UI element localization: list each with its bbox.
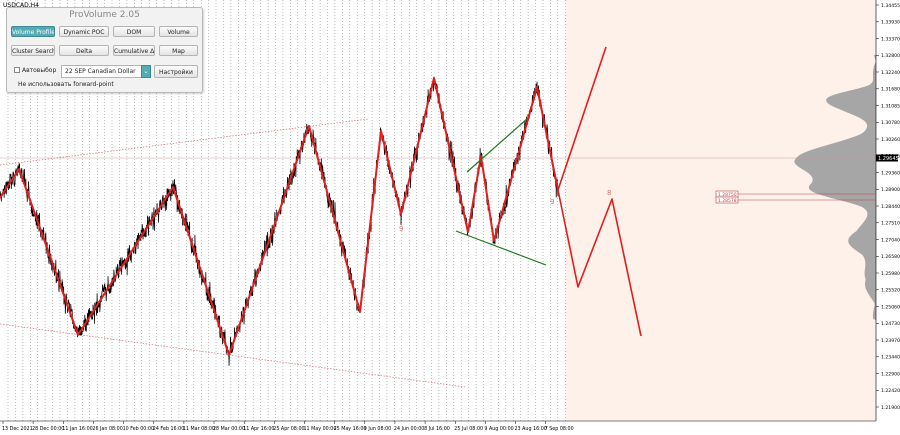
price-tick-label: 1.28900: [881, 187, 900, 193]
time-tick-label: 26 Jan 08:00: [92, 426, 122, 432]
current-price-tag: [876, 154, 898, 162]
time-tick-label: 11 Jan 16:00: [62, 426, 92, 432]
time-tick-label: 11 Apr 16:00: [243, 426, 274, 432]
wave-zigzag: [0, 77, 559, 356]
time-tick-label: 23 Aug 16:00: [515, 426, 547, 432]
volume-button[interactable]: Volume: [159, 26, 198, 37]
time-tick-label: 28 Mar 00:00: [213, 426, 245, 432]
volume-profile-shape: [794, 55, 876, 320]
delta-button[interactable]: Delta: [59, 45, 109, 56]
instrument-select[interactable]: 22 SEP Canadian Dollar: [61, 65, 151, 78]
panel-title[interactable]: ProVolume 2.05: [69, 10, 140, 20]
time-tick-label: 11 May 00:00: [304, 426, 337, 432]
price-tick-label: 1.23970: [881, 338, 900, 344]
price-tick-label: 1.25060: [881, 304, 900, 310]
price-tick-label: 1.27510: [881, 221, 900, 227]
price-tick-label: 1.33370: [881, 36, 900, 42]
price-tick-label: 1.22900: [881, 371, 900, 377]
symbol-label: USDCAD,H4: [3, 2, 39, 9]
time-tick-label: 8 Jul 16:00: [424, 426, 450, 432]
time-tick-label: 25 Apr 08:00: [273, 426, 304, 432]
time-tick-label: 9 Aug 00:00: [484, 426, 513, 432]
time-tick-label: 24 Feb 16:00: [153, 426, 184, 432]
price-tick-label: 1.25980: [881, 271, 900, 277]
trendline-lower-green: [455, 230, 547, 266]
time-tick-label: 28 Dec 00:00: [32, 426, 64, 432]
time-tick-label: 11 Mar 08:00: [183, 426, 215, 432]
marked-price-box-2[interactable]: [715, 196, 739, 204]
trendline-upper-green: [466, 117, 529, 173]
forecast-up-line: [557, 46, 607, 191]
cumulative-delta-button[interactable]: Cumulative Δ: [113, 45, 155, 56]
forecast-area: [566, 0, 876, 421]
price-tick-label: 1.26580: [881, 254, 900, 260]
wave-label-3: 8: [607, 189, 611, 197]
price-tick-label: 1.22420: [881, 388, 900, 394]
price-tick-label: 1.32240: [881, 70, 900, 76]
price-tick-label: 1.34455: [881, 3, 900, 9]
time-tick-label: 24 Jun 00:00: [394, 426, 424, 432]
price-tick-label: 1.24730: [881, 321, 900, 327]
current-price-label: 1.29645: [878, 156, 899, 162]
wave-label-1: 9: [399, 225, 403, 233]
price-tick-label: 1.25520: [881, 288, 900, 294]
time-tick-label: 25 Jul 08:00: [454, 426, 483, 432]
cluster-search-button[interactable]: Cluster Search: [11, 45, 55, 56]
auto-select-checkbox[interactable]: [14, 67, 20, 73]
price-tick-label: 1.30780: [881, 120, 900, 126]
time-tick-label: 13 Dec 2021: [2, 426, 33, 432]
price-tick-label: 1.32800: [881, 53, 900, 59]
price-tick-label: 1.21900: [881, 405, 900, 411]
price-tick-label: 1.29360: [881, 170, 900, 176]
marked-price-label-1: 1.28750: [718, 192, 737, 198]
price-tick-label: 1.23440: [881, 355, 900, 361]
chevron-down-icon[interactable]: ⌄: [141, 65, 151, 78]
time-tick-label: 25 May 16:00: [334, 426, 367, 432]
volume-profile-button[interactable]: Volume Profile: [11, 26, 55, 37]
price-tick-label: 1.33930: [881, 20, 900, 26]
price-tick-label: 1.27040: [881, 237, 900, 243]
time-tick-label: 10 Feb 00:00: [123, 426, 154, 432]
dom-button[interactable]: DOM: [113, 26, 155, 37]
price-tick-label: 1.30260: [881, 137, 900, 143]
price-tick-label: 1.31680: [881, 87, 900, 93]
provolume-panel: ProVolume 2.05 Volume Profile Dynamic PO…: [6, 7, 203, 93]
volume-profile: [794, 55, 876, 320]
auto-select-label: Автовыбор: [22, 67, 57, 74]
price-tick-label: 1.28440: [881, 204, 900, 210]
wave-label-2: 9: [550, 198, 554, 206]
time-tick-label: 7 Sep 08:00: [545, 426, 574, 432]
time-tick-label: 9 Jun 08:00: [364, 426, 391, 432]
dynamic-poc-button[interactable]: Dynamic POC: [59, 26, 109, 37]
forward-point-label: Не использовать forward-point: [18, 81, 114, 88]
forecast-down-line: [557, 189, 642, 337]
price-tick-label: 1.31085: [881, 103, 900, 109]
marked-price-label-2: 1.28578: [718, 198, 737, 204]
map-button[interactable]: Map: [159, 45, 198, 56]
settings-button[interactable]: Настройки: [154, 65, 198, 78]
